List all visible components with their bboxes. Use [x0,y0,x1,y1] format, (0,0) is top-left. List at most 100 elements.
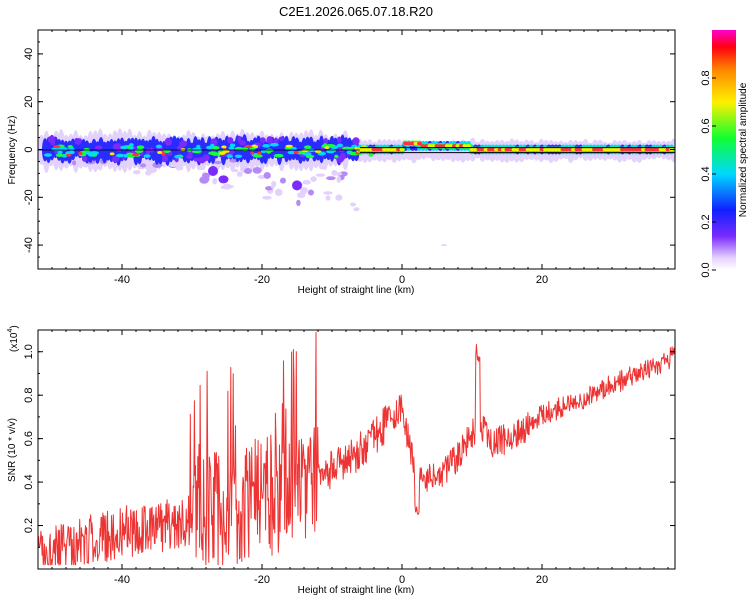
spectrogram-cell [637,147,643,152]
spectrogram-cell [145,170,152,176]
spectrogram-cell [553,147,559,152]
spectrogram-cell [310,176,317,182]
spectrogram-cell [241,147,249,151]
spectrogram-cell [410,141,415,146]
spectrogram-cell [392,147,398,152]
spectrogram-cell [497,147,503,152]
spectrogram-cell [441,244,447,247]
spectrogram-cell [120,145,128,150]
spectrogram-cell [431,144,436,148]
spectrogram-cell [226,154,233,158]
spectrogram-cell [658,147,664,152]
spectrogram-cell [244,144,253,148]
spectrogram-cell [504,147,510,152]
spectrogram-cell [218,151,226,155]
spectrogram-cell [368,153,374,157]
spectrogram-cell [292,180,302,191]
spectrogram-cell [132,153,140,157]
spectrogram-cell [396,147,401,152]
spectrogram-cell [179,140,188,147]
snr-xlabel: Height of straight line (km) [298,585,415,596]
spectrogram-cell [616,147,622,152]
spectrogram-cell [229,143,236,148]
spectrogram-cell [296,199,301,207]
spectrogram-cell [172,162,183,167]
spectrogram-ytick-label: 0 [23,146,35,152]
spectrogram-cell [266,150,272,154]
spectrogram-cell [368,147,373,152]
spectrogram-cell [494,147,499,152]
spectrogram-cell [304,145,312,149]
svg-text:(x104): (x104) [7,325,20,352]
spectrogram-cell [511,147,517,152]
spectrogram-cell [539,147,545,152]
spectrogram-cell [515,147,520,152]
spectrogram-cell [196,144,201,149]
spectrogram-cell [64,161,69,169]
spectrogram-cell [132,170,141,175]
spectrogram-cell [543,147,548,152]
spectrogram-cell [378,147,384,152]
spectrogram-xtick-label: 20 [536,274,548,286]
snr-ytick-label: 0.2 [23,518,35,533]
snr-ytick-label: 0.6 [23,431,35,446]
spectrogram-cell [144,165,153,171]
spectrogram-xtick-label: -20 [254,274,270,286]
spectrogram-cell [352,137,360,145]
spectrogram-cell [233,168,239,173]
spectrogram-cell [595,147,601,152]
spectrogram-cell [476,147,482,152]
spectrogram-cell [85,151,92,155]
spectrogram-cell [236,171,243,177]
spectrogram-cell [81,156,88,162]
spectrogram-cell [334,154,339,159]
spectrogram-cell [483,147,489,152]
spectrogram-cell [208,166,218,177]
spectrogram-cell [140,163,147,168]
snr-unit: (x104) [7,325,20,352]
spectrogram-cell [323,191,333,195]
colorbar: 0.0 0.2 0.4 0.6 0.8 Normalized spectral ampl… [700,30,749,278]
spectrogram-cell [94,145,103,151]
snr-panel: -40 -20 0 20 0.2 0.4 0.6 0.8 1.0 Height of stra… [7,325,676,596]
spectrogram-cell [342,146,352,151]
spectrogram-cell [197,156,206,163]
spectrogram-cell [136,145,145,150]
spectrogram-cell [371,147,377,152]
spectrogram-cell [445,144,450,148]
spectrogram-cell [648,147,653,152]
spectrogram-cell [339,171,348,177]
spectrogram-cell [111,157,119,162]
spectrogram-cell [620,147,625,152]
spectrogram-cell [571,147,576,152]
spectrogram-cell [634,147,639,152]
spectrogram-ylabel: Frequency (Hz) [7,116,18,185]
snr-xtick-label: -20 [254,574,270,586]
spectrogram-cell [227,137,234,144]
spectrogram-xtick-label: -40 [114,274,130,286]
spectrogram-cell [273,153,284,158]
spectrogram-cell [574,147,580,152]
snr-unit-base: (x10 [9,332,20,352]
spectrogram-cell [191,147,202,152]
spectrogram-cell [222,149,230,153]
spectrogram-ytick-label: -20 [23,189,35,205]
spectrogram-cell [55,153,64,158]
spectrogram-cell [466,144,471,148]
spectrogram-cell [186,154,193,159]
spectrogram-cell [58,160,66,168]
figure-title: C2E1.2026.065.07.18.R20 [279,4,433,19]
spectrogram-cell [228,146,235,151]
spectrogram-cell [53,145,61,149]
spectrogram-cell [263,171,271,179]
spectrogram-cell [627,147,632,152]
spectrogram-cell [420,144,426,148]
spectrogram-cell [320,165,327,170]
spectrogram-cell [487,147,492,152]
spectrogram-cell [331,169,338,176]
spectrogram-cell [212,178,218,185]
spectrogram-cell [336,143,344,148]
spectrogram-cell [529,147,534,152]
spectrogram-cell [326,149,335,154]
spectrogram-cell [339,152,346,160]
